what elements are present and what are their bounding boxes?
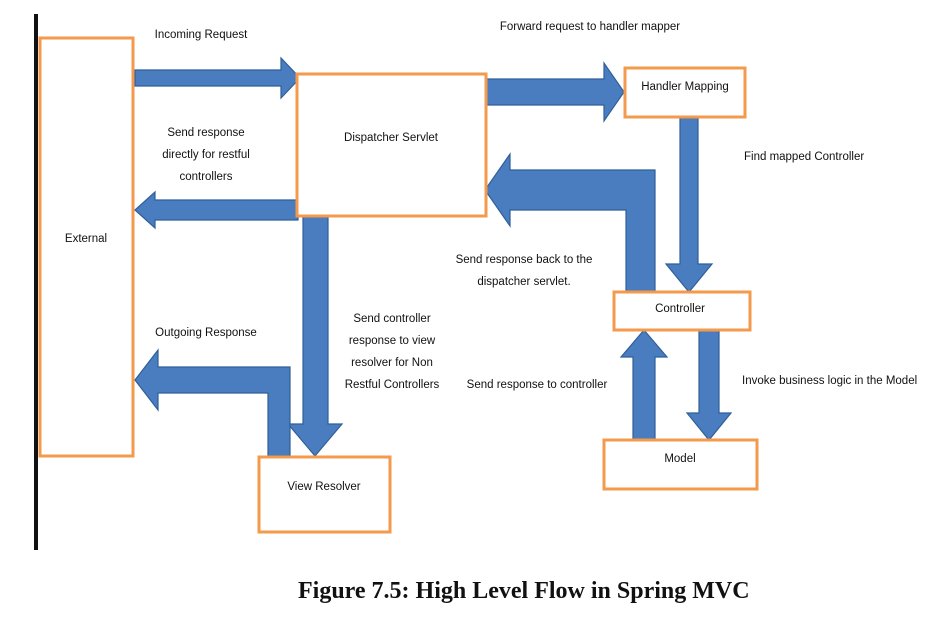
node-view-resolver-label: View Resolver <box>287 481 360 493</box>
node-view-resolver: View Resolver <box>257 455 392 534</box>
node-dispatcher-label: Dispatcher Servlet <box>344 132 439 144</box>
arrow-view-resolver-to-external <box>134 348 291 457</box>
node-model-label: Model <box>664 453 695 465</box>
label-send-back-dispatcher-2: dispatcher servlet. <box>477 276 570 288</box>
arrow-find-controller <box>664 117 714 293</box>
node-controller-label: Controller <box>655 303 705 315</box>
arrow-controller-to-dispatcher <box>484 152 656 293</box>
arrow-controller-to-model <box>685 329 733 441</box>
arrow-incoming-request <box>134 56 301 100</box>
label-send-response-direct-1: Send response <box>167 127 244 139</box>
label-forward-request: Forward request to handler mapper <box>500 21 680 33</box>
arrow-forward-to-handler <box>485 61 625 123</box>
left-border-line <box>34 14 38 550</box>
node-external-label: External <box>65 233 107 245</box>
label-send-back-dispatcher-1: Send response back to the <box>456 254 593 266</box>
node-external: External <box>38 36 135 458</box>
label-outgoing-response: Outgoing Response <box>155 327 257 339</box>
node-model: Model <box>602 438 759 491</box>
label-send-to-controller: Send response to controller <box>467 379 608 391</box>
label-send-to-view-resolver-1: Send controller <box>353 313 431 325</box>
label-incoming-request: Incoming Request <box>155 29 248 41</box>
figure-caption: Figure 7.5: High Level Flow in Spring MV… <box>298 578 750 604</box>
label-find-mapped-controller: Find mapped Controller <box>744 151 864 163</box>
arrow-dispatcher-to-external <box>134 190 299 230</box>
arrow-model-to-controller <box>619 329 669 441</box>
label-invoke-business-logic: Invoke business logic in the Model <box>742 375 917 387</box>
node-dispatcher-servlet: Dispatcher Servlet <box>295 72 488 218</box>
node-controller: Controller <box>612 290 752 332</box>
node-handler-mapping: Handler Mapping <box>623 66 747 119</box>
arrow-dispatcher-to-view-resolver <box>286 213 344 457</box>
label-send-response-direct-3: controllers <box>179 171 232 183</box>
label-send-to-view-resolver-3: resolver for Non <box>351 357 433 369</box>
node-handler-mapping-label: Handler Mapping <box>641 81 729 93</box>
label-send-response-direct-2: directly for restful <box>162 149 250 161</box>
label-send-to-view-resolver-4: Restful Controllers <box>345 379 440 391</box>
label-send-to-view-resolver-2: response to view <box>349 335 436 347</box>
